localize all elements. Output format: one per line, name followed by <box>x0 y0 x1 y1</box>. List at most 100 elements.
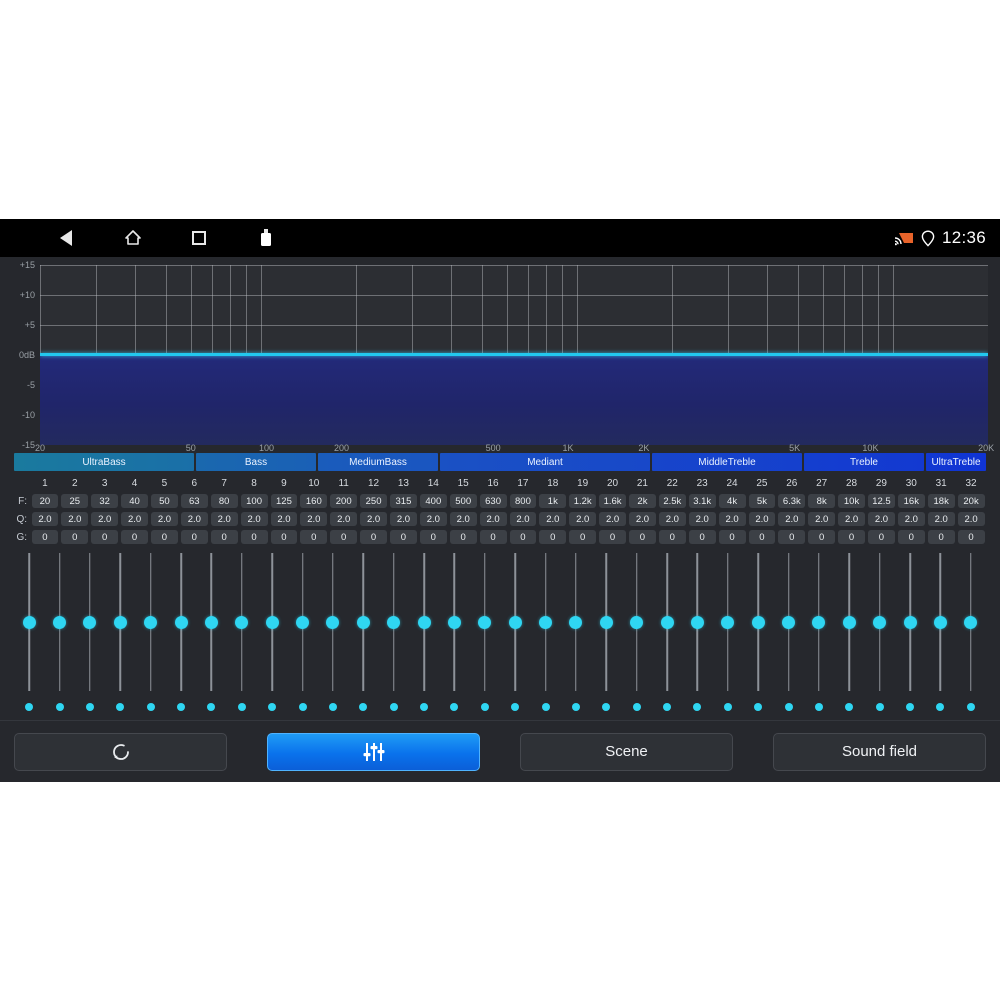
slider-knob[interactable] <box>721 615 735 629</box>
band-frequency-value[interactable]: 1.2k <box>569 494 597 508</box>
band-gain-value[interactable]: 0 <box>61 530 89 544</box>
band-slider[interactable] <box>591 551 621 721</box>
band-q-value[interactable]: 2.0 <box>808 512 836 526</box>
band-enable-dot[interactable] <box>116 703 125 711</box>
band-q-value[interactable]: 2.0 <box>748 512 776 526</box>
band-group-ultrabass[interactable]: UltraBass <box>14 453 194 471</box>
band-slider[interactable] <box>196 551 226 721</box>
recents-icon[interactable] <box>171 219 227 257</box>
slider-knob[interactable] <box>660 615 674 629</box>
band-gain-value[interactable]: 0 <box>121 530 148 544</box>
band-frequency-value[interactable]: 6.3k <box>778 494 806 508</box>
band-enable-dot[interactable] <box>511 703 520 711</box>
band-gain-value[interactable]: 0 <box>897 530 925 544</box>
band-q-value[interactable]: 2.0 <box>419 512 447 526</box>
slider-knob[interactable] <box>144 615 158 629</box>
band-q-value[interactable]: 2.0 <box>957 512 985 526</box>
slider-knob[interactable] <box>903 615 917 629</box>
band-slider[interactable] <box>530 551 560 721</box>
band-q-value[interactable]: 2.0 <box>61 512 89 526</box>
back-icon[interactable] <box>38 219 94 257</box>
slider-knob[interactable] <box>539 615 553 629</box>
band-gain-value[interactable]: 0 <box>838 530 865 544</box>
slider-knob[interactable] <box>690 615 704 629</box>
band-q-value[interactable]: 2.0 <box>718 512 746 526</box>
band-enable-dot[interactable] <box>55 703 64 711</box>
band-gain-value[interactable]: 0 <box>748 530 776 544</box>
band-frequency-value[interactable]: 200 <box>330 494 358 508</box>
band-enable-dot[interactable] <box>328 703 337 711</box>
band-slider[interactable] <box>136 551 166 721</box>
band-frequency-value[interactable]: 25 <box>61 494 89 508</box>
band-group-middletreble[interactable]: MiddleTreble <box>652 453 802 471</box>
slider-knob[interactable] <box>751 615 765 629</box>
band-frequency-value[interactable]: 500 <box>449 494 477 508</box>
band-slider[interactable] <box>804 551 834 721</box>
band-q-value[interactable]: 2.0 <box>599 512 626 526</box>
slider-knob[interactable] <box>964 615 978 629</box>
slider-knob[interactable] <box>22 615 36 629</box>
band-gain-value[interactable]: 0 <box>927 530 955 544</box>
band-enable-dot[interactable] <box>389 703 398 711</box>
band-enable-dot[interactable] <box>268 703 277 711</box>
band-slider[interactable] <box>500 551 530 721</box>
slider-knob[interactable] <box>387 615 401 629</box>
band-slider[interactable] <box>318 551 348 721</box>
band-frequency-value[interactable]: 125 <box>270 494 298 508</box>
band-group-treble[interactable]: Treble <box>804 453 924 471</box>
band-slider[interactable] <box>105 551 135 721</box>
band-gain-value[interactable]: 0 <box>300 530 328 544</box>
band-slider[interactable] <box>622 551 652 721</box>
band-gain-value[interactable]: 0 <box>808 530 836 544</box>
band-q-value[interactable]: 2.0 <box>897 512 925 526</box>
band-q-value[interactable]: 2.0 <box>330 512 358 526</box>
band-frequency-value[interactable]: 160 <box>300 494 328 508</box>
band-q-value[interactable]: 2.0 <box>360 512 387 526</box>
band-slider[interactable] <box>773 551 803 721</box>
band-group-mediumbass[interactable]: MediumBass <box>318 453 438 471</box>
band-enable-dot[interactable] <box>541 703 550 711</box>
band-frequency-value[interactable]: 800 <box>509 494 537 508</box>
band-gain-value[interactable]: 0 <box>390 530 417 544</box>
band-q-value[interactable]: 2.0 <box>31 512 59 526</box>
band-slider[interactable] <box>227 551 257 721</box>
band-gain-value[interactable]: 0 <box>778 530 806 544</box>
band-enable-dot[interactable] <box>906 703 915 711</box>
band-enable-dot[interactable] <box>571 703 580 711</box>
band-slider[interactable] <box>409 551 439 721</box>
band-gain-value[interactable]: 0 <box>210 530 238 544</box>
band-enable-dot[interactable] <box>875 703 884 711</box>
slider-knob[interactable] <box>174 615 188 629</box>
band-enable-dot[interactable] <box>602 703 611 711</box>
band-q-value[interactable]: 2.0 <box>91 512 119 526</box>
band-gain-value[interactable]: 0 <box>449 530 477 544</box>
band-enable-dot[interactable] <box>814 703 823 711</box>
slider-knob[interactable] <box>599 615 613 629</box>
band-q-value[interactable]: 2.0 <box>658 512 686 526</box>
slider-knob[interactable] <box>508 615 522 629</box>
band-slider[interactable] <box>287 551 317 721</box>
band-enable-dot[interactable] <box>207 703 216 711</box>
band-gain-value[interactable]: 0 <box>718 530 746 544</box>
eq-plot-area[interactable] <box>40 265 988 445</box>
home-icon[interactable] <box>105 219 161 257</box>
band-slider[interactable] <box>925 551 955 721</box>
band-slider[interactable] <box>75 551 105 721</box>
band-slider[interactable] <box>895 551 925 721</box>
band-enable-dot[interactable] <box>237 703 246 711</box>
band-q-value[interactable]: 2.0 <box>210 512 238 526</box>
band-gain-value[interactable]: 0 <box>539 530 567 544</box>
band-frequency-value[interactable]: 1k <box>539 494 567 508</box>
band-frequency-value[interactable]: 400 <box>419 494 447 508</box>
band-enable-dot[interactable] <box>146 703 155 711</box>
band-frequency-value[interactable]: 2k <box>629 494 656 508</box>
slider-knob[interactable] <box>417 615 431 629</box>
band-gain-value[interactable]: 0 <box>688 530 716 544</box>
band-enable-dot[interactable] <box>723 703 732 711</box>
band-enable-dot[interactable] <box>359 703 368 711</box>
band-slider[interactable] <box>865 551 895 721</box>
band-slider[interactable] <box>14 551 44 721</box>
band-frequency-value[interactable]: 250 <box>360 494 387 508</box>
band-q-value[interactable]: 2.0 <box>927 512 955 526</box>
band-frequency-value[interactable]: 12.5 <box>868 494 895 508</box>
